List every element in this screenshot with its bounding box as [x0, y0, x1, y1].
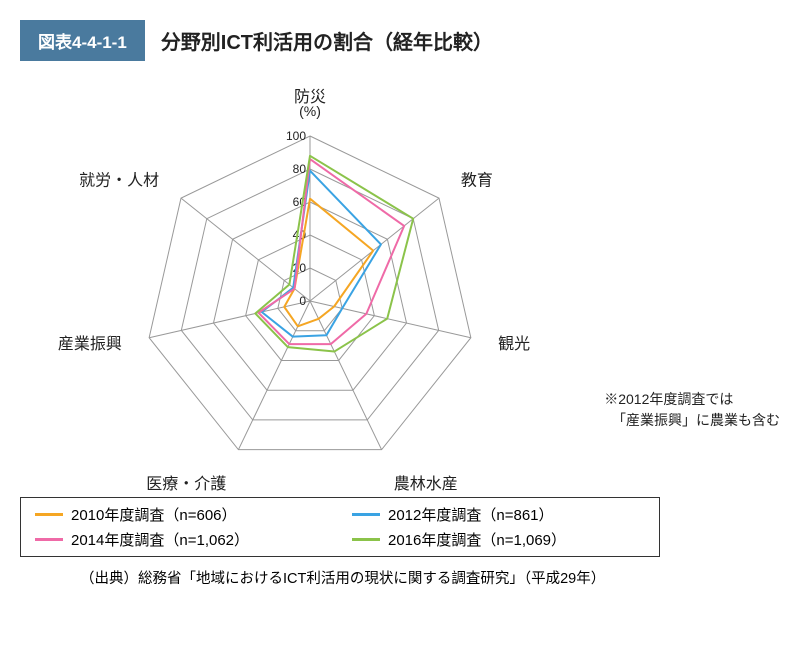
- legend-label: 2016年度調査（n=1,069）: [388, 529, 566, 550]
- legend-label: 2012年度調査（n=861）: [388, 504, 554, 525]
- legend-label: 2014年度調査（n=1,062）: [71, 529, 249, 550]
- svg-text:就労・人材: 就労・人材: [79, 172, 159, 190]
- source-citation: （出典）総務省「地域におけるICT利活用の現状に関する調査研究」（平成29年）: [20, 567, 783, 588]
- svg-text:教育: 教育: [461, 172, 493, 190]
- legend-item: 2012年度調査（n=861）: [352, 504, 645, 525]
- svg-text:80: 80: [293, 162, 307, 176]
- footnote-line-1: ※2012年度調査では: [604, 391, 733, 407]
- legend-swatch: [35, 538, 63, 541]
- legend-swatch: [352, 513, 380, 516]
- svg-text:防災: 防災: [294, 88, 326, 106]
- legend-swatch: [35, 513, 63, 516]
- svg-text:観光: 観光: [498, 335, 530, 353]
- legend-item: 2014年度調査（n=1,062）: [35, 529, 328, 550]
- chart-legend: 2010年度調査（n=606） 2012年度調査（n=861） 2014年度調査（n…: [20, 497, 660, 557]
- svg-text:産業振興: 産業振興: [58, 335, 122, 353]
- legend-swatch: [352, 538, 380, 541]
- legend-label: 2010年度調査（n=606）: [71, 504, 237, 525]
- figure-header: 図表4-4-1-1 分野別ICT利活用の割合（経年比較）: [20, 20, 783, 61]
- svg-text:100: 100: [286, 129, 306, 143]
- radar-chart-container: 020406080100(%)防災教育観光農林水産医療・介護産業振興就労・人材 …: [20, 71, 780, 491]
- legend-item: 2016年度調査（n=1,069）: [352, 529, 645, 550]
- chart-footnote: ※2012年度調査では 「産業振興」に農業も含む: [604, 389, 780, 431]
- footnote-line-2: 「産業振興」に農業も含む: [612, 412, 780, 428]
- svg-text:0: 0: [299, 294, 306, 308]
- svg-text:医療・介護: 医療・介護: [146, 475, 226, 491]
- legend-item: 2010年度調査（n=606）: [35, 504, 328, 525]
- svg-text:農林水産: 農林水産: [394, 475, 458, 491]
- figure-title: 分野別ICT利活用の割合（経年比較）: [161, 26, 493, 55]
- figure-number-badge: 図表4-4-1-1: [20, 20, 145, 61]
